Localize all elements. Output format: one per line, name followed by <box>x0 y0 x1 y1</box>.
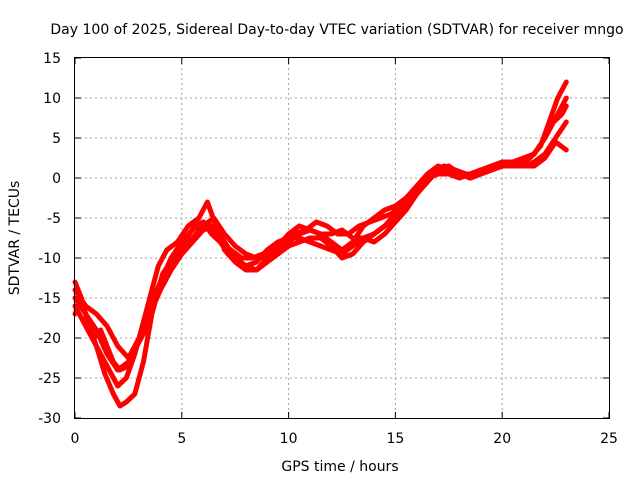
y-tick-label: 0 <box>52 171 61 187</box>
x-tick-label: 15 <box>386 431 404 447</box>
y-axis-label: SDTVAR / TECUs <box>7 181 23 296</box>
sdtvar-trace <box>72 139 569 373</box>
plot-area <box>72 79 569 409</box>
x-tick-label: 10 <box>280 431 298 447</box>
x-tick-label: 20 <box>493 431 511 447</box>
x-axis-label: GPS time / hours <box>281 459 398 475</box>
plot-frame <box>74 57 610 419</box>
x-tick-label: 5 <box>177 431 186 447</box>
y-tick-label: 15 <box>43 51 61 67</box>
x-tick-label: 0 <box>71 431 80 447</box>
sdtvar-trace <box>72 119 569 361</box>
y-tick-label: -25 <box>38 371 61 387</box>
chart-title: Day 100 of 2025, Sidereal Day-to-day VTE… <box>50 22 623 38</box>
sdtvar-trace <box>72 79 569 373</box>
y-tick-label: -15 <box>38 291 61 307</box>
y-tick-label: -30 <box>38 411 61 427</box>
y-tick-label: -20 <box>38 331 61 347</box>
sdtvar-trace <box>72 103 569 409</box>
y-tick-label: -10 <box>38 251 61 267</box>
y-tick-label: -5 <box>47 211 61 227</box>
x-tick-label: 25 <box>600 431 618 447</box>
grid-lines <box>75 58 609 418</box>
x-axis-ticks: 0 5 10 15 20 25 <box>71 58 618 447</box>
y-tick-label: 5 <box>52 131 61 147</box>
y-axis-ticks: -30 -25 -20 -15 -10 -5 0 5 10 15 <box>38 51 609 427</box>
y-tick-label: 10 <box>43 91 61 107</box>
